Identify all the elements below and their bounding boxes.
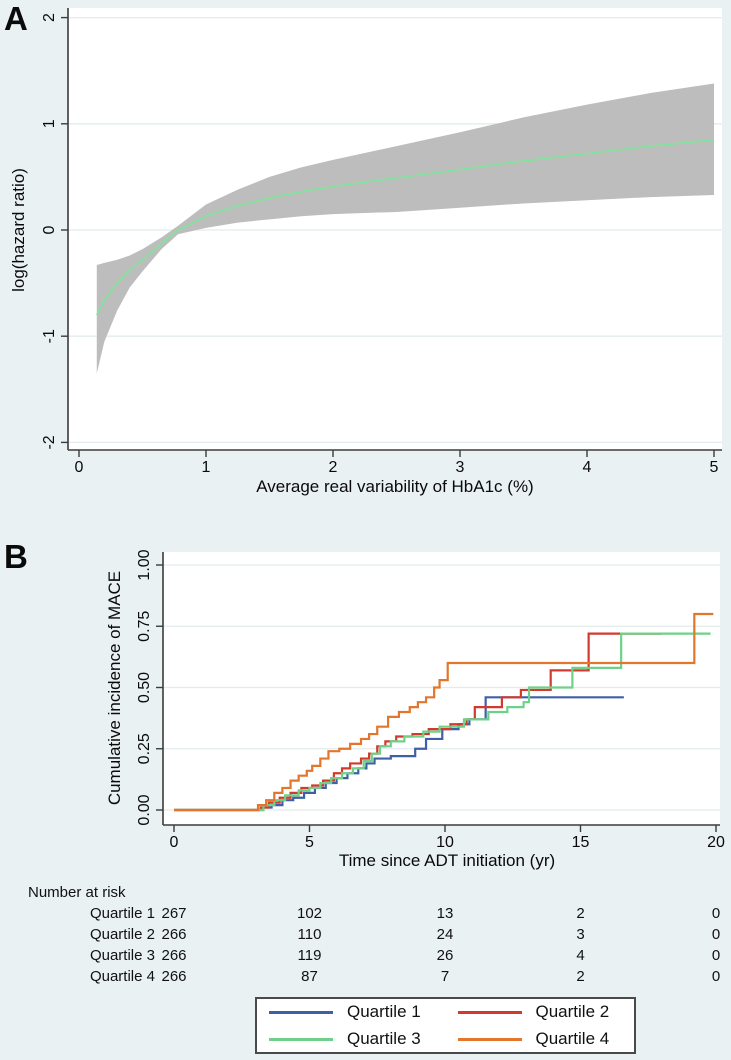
- panel-a-axes: [67, 8, 722, 451]
- risk-table-title: Number at risk: [28, 884, 126, 901]
- panel-b-y-axis-title: Cumulative incidence of MACE: [105, 571, 124, 805]
- risk-count: 266: [161, 947, 187, 964]
- risk-count: 0: [711, 947, 721, 964]
- legend: Quartile 1 Quartile 2 Quartile 3 Quartile 4: [255, 997, 636, 1054]
- y-tick-label: 0.50: [136, 672, 153, 703]
- risk-count: 102: [296, 905, 323, 922]
- risk-count: 24: [436, 926, 454, 943]
- panel-b-plot-area: [163, 552, 720, 825]
- x-tick-label: 5: [710, 459, 719, 476]
- risk-count: 267: [161, 905, 187, 922]
- panel-b-x-axis-title: Time since ADT initiation (yr): [339, 851, 555, 870]
- y-tick-label: 2: [41, 13, 58, 22]
- x-tick-label: 2: [329, 459, 338, 476]
- risk-count: 0: [711, 968, 721, 985]
- risk-count: 3: [576, 926, 585, 943]
- step-curve-quartile-3: [174, 632, 711, 812]
- risk-count: 87: [301, 968, 318, 985]
- risk-count: 119: [297, 947, 322, 964]
- panel-a-plot-area: [68, 8, 722, 450]
- legend-label: Quartile 3: [347, 1029, 421, 1048]
- legend-line-swatch: [457, 1010, 522, 1014]
- y-tick-label: 0.75: [136, 611, 153, 642]
- legend-line-swatch: [269, 1010, 333, 1014]
- y-tick-label: 0.25: [136, 733, 153, 764]
- panel-a-label: A: [4, 0, 28, 37]
- y-tick-label: 0: [41, 225, 58, 234]
- y-tick-label: 0.00: [136, 794, 153, 825]
- legend-label: Quartile 4: [535, 1029, 610, 1048]
- panel-a-y-axis-title: log(hazard ratio): [9, 168, 28, 292]
- y-tick-label: -1: [41, 329, 58, 343]
- legend-item-quartile-2: Quartile 2: [446, 1002, 635, 1022]
- x-tick-label: 0: [170, 834, 179, 851]
- panel-a-x-axis-title: Average real variability of HbA1c (%): [256, 477, 533, 496]
- risk-count: 2: [576, 905, 585, 922]
- risk-row-label: Quartile 1: [89, 905, 155, 922]
- risk-row-label: Quartile 2: [89, 926, 155, 943]
- panel-b-chart: 0.00 0.25 0.50 0.75 1.00 0 5 10 15 20 Time since …: [105, 549, 725, 870]
- risk-count: 26: [436, 947, 454, 964]
- y-tick-label: 1: [41, 119, 58, 128]
- x-tick-label: 5: [305, 834, 314, 851]
- panel-a-ticks: -2 -1 0 1 2 0 1 2 3 4 5: [41, 13, 718, 476]
- risk-count: 2: [576, 968, 585, 985]
- risk-row-label: Quartile 4: [89, 968, 155, 985]
- step-curve-quartile-4: [174, 612, 714, 812]
- panel-b-ticks: 0.00 0.25 0.50 0.75 1.00 0 5 10 15 20: [136, 549, 725, 851]
- panel-a-chart: -2 -1 0 1 2 0 1 2 3 4 5 Average real variability o…: [9, 8, 722, 496]
- x-tick-label: 10: [436, 834, 454, 851]
- estimate-line: [96, 138, 715, 316]
- risk-row-label: Quartile 3: [89, 947, 155, 964]
- legend-line-swatch: [269, 1037, 333, 1041]
- panel-b-series: [174, 612, 714, 812]
- risk-count: 0: [711, 926, 721, 943]
- x-tick-label: 0: [75, 459, 84, 476]
- legend-label: Quartile 2: [535, 1002, 610, 1021]
- x-tick-label: 3: [456, 459, 465, 476]
- x-tick-label: 20: [707, 834, 725, 851]
- risk-count: 13: [436, 905, 454, 922]
- legend-item-quartile-4: Quartile 4: [446, 1029, 635, 1049]
- y-tick-label: -2: [41, 435, 58, 449]
- x-tick-label: 1: [202, 459, 211, 476]
- risk-count: 0: [711, 905, 721, 922]
- risk-count: 110: [297, 926, 322, 943]
- x-tick-label: 15: [572, 834, 590, 851]
- risk-count: 7: [440, 968, 450, 985]
- legend-line-swatch: [457, 1037, 522, 1041]
- risk-count: 266: [161, 968, 187, 985]
- panel-a-series: [96, 83, 715, 374]
- legend-item-quartile-3: Quartile 3: [257, 1029, 446, 1049]
- y-tick-label: 1.00: [136, 549, 153, 580]
- risk-count: 4: [576, 947, 585, 964]
- legend-item-quartile-1: Quartile 1: [257, 1002, 446, 1022]
- panel-b-label: B: [4, 538, 28, 575]
- legend-label: Quartile 1: [347, 1002, 421, 1021]
- risk-count: 266: [161, 926, 187, 943]
- panel-b-axes: [162, 552, 720, 826]
- x-tick-label: 4: [583, 459, 592, 476]
